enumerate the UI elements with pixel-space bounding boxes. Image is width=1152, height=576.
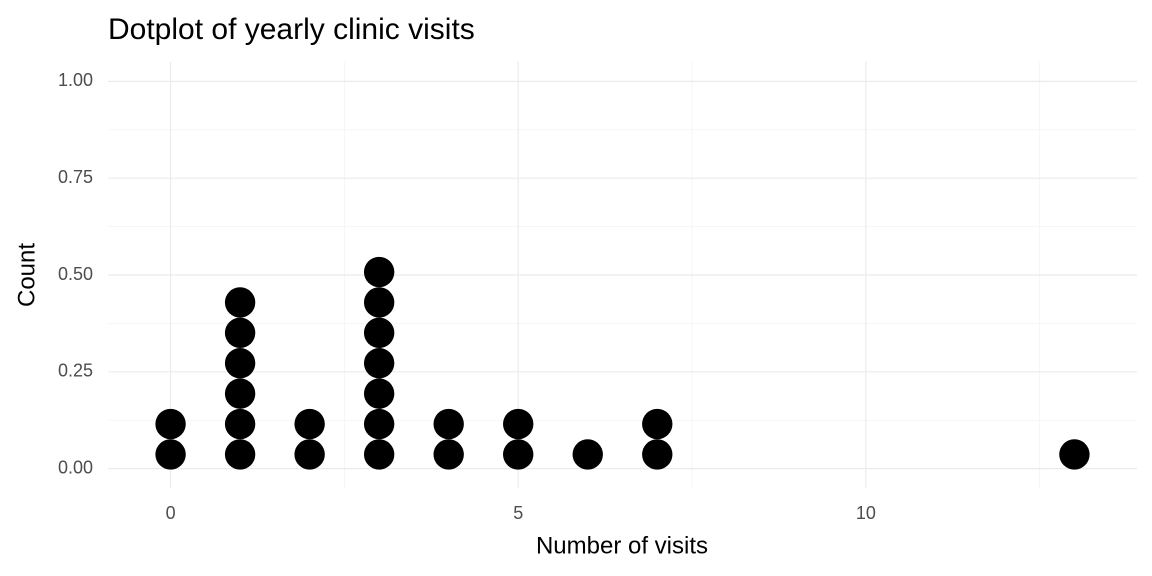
x-tick-label: 5 — [513, 503, 523, 523]
dot — [294, 439, 325, 470]
dot — [433, 439, 464, 470]
dot — [224, 439, 256, 470]
dot — [224, 348, 256, 379]
x-axis-label: Number of visits — [536, 532, 708, 559]
x-tick-label: 0 — [166, 503, 176, 523]
dot — [433, 408, 464, 440]
x-tick-label: 10 — [856, 503, 876, 523]
dot — [1059, 439, 1090, 470]
dot — [363, 348, 395, 379]
dot — [224, 317, 256, 349]
dot — [363, 287, 395, 318]
dot — [572, 439, 603, 470]
y-tick-label: 0.50 — [58, 264, 93, 284]
dot — [224, 408, 256, 440]
dot — [503, 408, 534, 440]
dot — [363, 378, 395, 409]
chart-title: Dotplot of yearly clinic visits — [108, 13, 475, 46]
dot — [224, 378, 256, 409]
dot — [503, 439, 534, 470]
y-tick-label: 0.25 — [58, 361, 93, 381]
dot — [224, 287, 256, 318]
dot — [155, 408, 186, 440]
y-tick-label: 0.75 — [58, 167, 93, 187]
dot — [642, 408, 673, 440]
dot — [363, 256, 395, 288]
dot — [363, 408, 395, 440]
dot — [363, 439, 395, 470]
y-tick-label: 1.00 — [58, 70, 93, 90]
y-tick-label: 0.00 — [58, 457, 93, 477]
dot — [294, 408, 325, 440]
dot — [642, 439, 673, 470]
dot — [363, 317, 395, 349]
y-axis-label: Count — [13, 243, 40, 307]
dot — [155, 439, 186, 470]
